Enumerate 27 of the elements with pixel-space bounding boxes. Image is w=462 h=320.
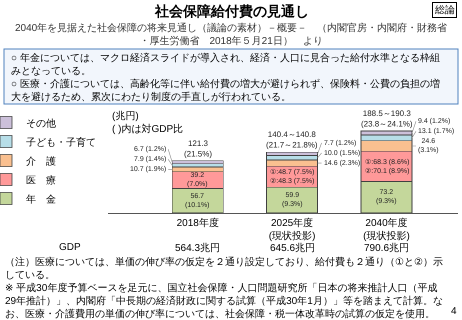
total-label: 188.5～190.3 (23.8～24.1%) bbox=[361, 109, 413, 128]
total-label: 121.3 (21.5%) bbox=[184, 139, 212, 158]
text: GDP bbox=[59, 242, 81, 253]
total-label: 140.4～140.8 (21.7～21.8%) bbox=[266, 130, 318, 150]
text: （注）医療については、単価の伸び率の仮定を２通り設定しており、給付費も２通り（①と②）示している。 bbox=[5, 256, 443, 281]
text: 4 bbox=[451, 306, 457, 317]
text: ※ 平成30年度予算ベースを足元に、国立社会保障・人口問題研究所「日本の将来推計人口（平成29年推計）」、内閣府「中長期の経済財政に関する試算（平成30年1月）」等を踏まえて計算。なお、医療・介護費用の単価の伸び率については、社会保障・税一体改革時の試算の仮定を使用。 bbox=[5, 282, 443, 320]
text: 645.6兆円 bbox=[270, 242, 316, 254]
chart-subtitle: 2040年を見据えた社会保障の将来見通し（議論の素材）－概要－ （内閣官房・内閣府・財務省・厚生労働省 2018年５月21日） より bbox=[15, 22, 448, 47]
text: (兆円) bbox=[112, 110, 139, 122]
text: ○ 年金については、マクロ経済スライドが導入され、経済・人口に見合った給付水準となる枠組みとなっている。 bbox=[11, 52, 440, 77]
legend-label: 子ども・子育て bbox=[26, 136, 96, 148]
text: 564.3兆円 bbox=[175, 242, 220, 254]
x-tick-label: 2040年度 (現状投影) bbox=[363, 217, 410, 242]
legend-label: 年 金 bbox=[26, 193, 56, 206]
legend-label: その他 bbox=[26, 117, 56, 130]
legend-label: 介 護 bbox=[26, 155, 56, 168]
x-tick-label: 2025年度 (現状投影) bbox=[268, 217, 316, 242]
bar bbox=[266, 152, 318, 156]
text: ○ 医療・介護については、高齢化等に伴い給付費の増大が避けられず、保険料・公費の負担の増大を避けるため、累次にわたり制度の手直しが行われている。 bbox=[11, 78, 440, 103]
chart-title: 社会保障給付費の見通し bbox=[154, 3, 309, 19]
text: 総論 bbox=[434, 4, 455, 16]
legend-label: 医 療 bbox=[26, 174, 56, 186]
bar bbox=[172, 160, 224, 164]
text: 790.6兆円 bbox=[364, 242, 410, 254]
x-tick-label: 2018年度 bbox=[176, 217, 219, 229]
annotation: ( )内は対GDP比 bbox=[112, 123, 184, 135]
